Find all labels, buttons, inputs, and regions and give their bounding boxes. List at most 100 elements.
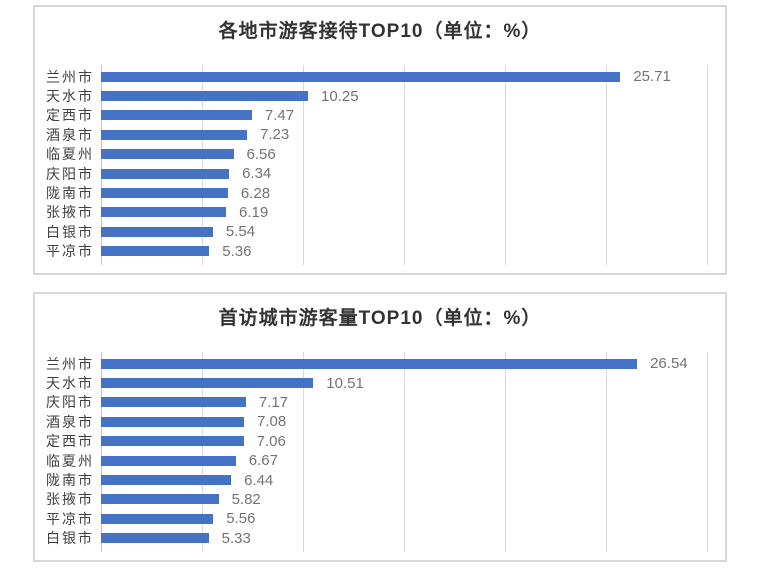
bar-chart-first-visit: 兰州市 26.54 天水市 10.51 庆阳市 7.17 酒泉市 7.08 定西市 7.06 临夏州… <box>35 352 725 552</box>
bar-track: 26.54 <box>101 354 707 373</box>
tourism-dashboard: 各地市游客接待TOP10（单位：%） 兰州市 25.71 天水市 10.25 定西市 7.… <box>0 5 771 583</box>
value-label: 7.17 <box>258 393 289 411</box>
value-label: 7.47 <box>264 106 295 124</box>
value-label: 6.28 <box>240 184 271 202</box>
bar <box>101 149 234 160</box>
value-label: 5.82 <box>231 490 261 508</box>
value-label: 6.19 <box>239 203 269 221</box>
bar-row: 定西市 7.06 <box>35 432 725 451</box>
bar <box>101 168 230 179</box>
value-label: 6.67 <box>248 452 278 470</box>
chart-panel-city-reception: 各地市游客接待TOP10（单位：%） 兰州市 25.71 天水市 10.25 定西市 7.… <box>33 5 727 275</box>
category-label: 兰州市 <box>46 355 94 372</box>
bar-row: 张掖市 6.19 <box>35 203 725 222</box>
bar <box>101 436 244 447</box>
bar-row: 平凉市 5.56 <box>35 509 725 528</box>
bar-row: 白银市 5.54 <box>35 222 725 241</box>
bar-track: 10.51 <box>101 373 707 392</box>
bar-row: 定西市 7.47 <box>35 106 725 125</box>
bar <box>101 91 309 102</box>
bar <box>101 226 213 237</box>
gridline <box>202 65 203 265</box>
bar-track: 6.28 <box>101 183 707 202</box>
value-label: 10.51 <box>326 374 364 392</box>
bar-track: 6.44 <box>101 470 707 489</box>
value-label: 6.44 <box>244 471 274 489</box>
bar-row: 酒泉市 7.23 <box>35 125 725 144</box>
gridline <box>202 352 203 552</box>
bar-track: 6.34 <box>101 164 707 183</box>
bar <box>101 378 314 389</box>
bar-row: 白银市 5.33 <box>35 529 725 548</box>
bar-row: 平凉市 5.36 <box>35 242 725 261</box>
bar-track: 5.36 <box>101 242 707 261</box>
chart-title-city-reception: 各地市游客接待TOP10（单位：%） <box>218 21 542 42</box>
category-label: 定西市 <box>46 433 94 450</box>
value-label: 10.25 <box>321 87 359 105</box>
bar <box>101 71 621 82</box>
bar-track: 7.17 <box>101 393 707 412</box>
bar-rows: 兰州市 26.54 天水市 10.51 庆阳市 7.17 酒泉市 7.08 定西市 7.06 临夏州… <box>35 354 725 548</box>
bar-track: 5.33 <box>101 529 707 548</box>
category-label: 庆阳市 <box>46 165 94 182</box>
category-label: 平凉市 <box>46 510 94 527</box>
category-label: 庆阳市 <box>46 394 94 411</box>
gridline <box>505 65 506 265</box>
value-label: 7.08 <box>257 413 287 431</box>
bar-track: 7.08 <box>101 412 707 431</box>
gridline <box>404 352 405 552</box>
category-label: 张掖市 <box>46 491 94 508</box>
gridline <box>303 65 304 265</box>
bar-track: 10.25 <box>101 86 707 105</box>
gridline <box>303 352 304 552</box>
gridline <box>505 352 506 552</box>
gridline <box>606 352 607 552</box>
bar-track: 25.71 <box>101 67 707 86</box>
value-label: 5.56 <box>226 510 256 528</box>
bar-track: 6.19 <box>101 203 707 222</box>
bar-row: 兰州市 25.71 <box>35 67 725 86</box>
bar <box>101 475 232 486</box>
bar-row: 张掖市 5.82 <box>35 490 725 509</box>
value-label: 26.54 <box>650 355 688 373</box>
gridline <box>606 65 607 265</box>
value-label: 6.56 <box>246 145 276 163</box>
gridlines <box>101 352 708 552</box>
bar-track: 7.06 <box>101 432 707 451</box>
value-label: 25.71 <box>633 68 671 86</box>
category-label: 平凉市 <box>46 243 94 260</box>
bar <box>101 397 246 408</box>
value-label: 7.23 <box>260 126 290 144</box>
category-label: 张掖市 <box>46 204 94 221</box>
bar-row: 庆阳市 7.17 <box>35 393 725 412</box>
category-label: 天水市 <box>46 88 94 105</box>
bar-row: 陇南市 6.44 <box>35 470 725 489</box>
category-label: 陇南市 <box>46 472 94 489</box>
chart-panel-first-visit: 首访城市游客量TOP10（单位：%） 兰州市 26.54 天水市 10.51 庆阳市 7.… <box>33 292 727 562</box>
category-label: 酒泉市 <box>46 126 94 143</box>
bar <box>101 416 245 427</box>
bar-track: 5.82 <box>101 490 707 509</box>
bar-row: 天水市 10.25 <box>35 86 725 105</box>
category-label: 酒泉市 <box>46 413 94 430</box>
value-label: 7.06 <box>256 432 286 450</box>
value-label: 6.34 <box>242 165 272 183</box>
value-label: 5.54 <box>225 223 256 241</box>
bar-track: 7.23 <box>101 125 707 144</box>
bar-track: 6.67 <box>101 451 707 470</box>
bar <box>101 207 227 218</box>
category-label: 定西市 <box>46 107 94 124</box>
bar-row: 临夏州 6.67 <box>35 451 725 470</box>
value-label: 5.36 <box>222 242 252 260</box>
category-label: 临夏州 <box>46 146 94 163</box>
bar-row: 天水市 10.51 <box>35 373 725 392</box>
chart-title-first-visit: 首访城市游客量TOP10（单位：%） <box>218 308 542 329</box>
bar-row: 临夏州 6.56 <box>35 145 725 164</box>
gridline <box>404 65 405 265</box>
category-label: 白银市 <box>46 530 94 547</box>
bar <box>101 129 248 140</box>
gridline <box>707 65 708 265</box>
category-label: 临夏州 <box>46 452 94 469</box>
bar-track: 5.56 <box>101 509 707 528</box>
bar <box>101 455 236 466</box>
